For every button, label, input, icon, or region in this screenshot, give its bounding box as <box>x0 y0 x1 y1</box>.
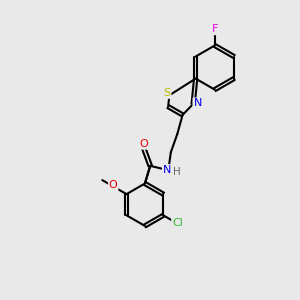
Text: N: N <box>194 98 202 108</box>
Text: N: N <box>163 165 171 175</box>
Text: S: S <box>164 88 171 98</box>
Text: O: O <box>109 180 118 190</box>
Text: O: O <box>139 139 148 149</box>
Text: H: H <box>173 167 181 177</box>
Text: F: F <box>212 24 218 34</box>
Text: Cl: Cl <box>172 218 183 228</box>
